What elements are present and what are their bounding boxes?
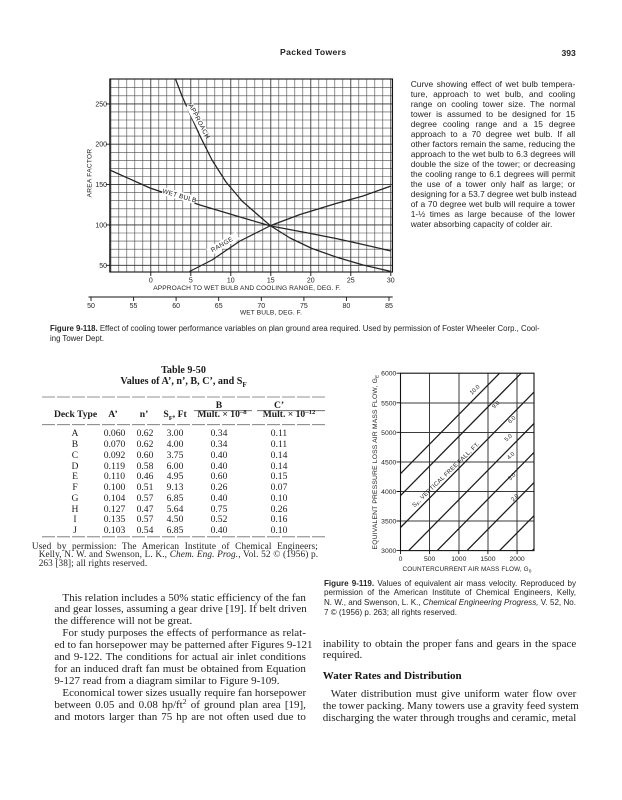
svg-text:75: 75 — [300, 303, 308, 310]
svg-text:4000: 4000 — [381, 489, 396, 496]
svg-text:85: 85 — [385, 303, 393, 310]
svg-text:2000: 2000 — [510, 556, 525, 563]
svg-text:5000: 5000 — [381, 430, 396, 437]
svg-text:60: 60 — [172, 303, 180, 310]
svg-text:1500: 1500 — [480, 556, 495, 563]
svg-text:25: 25 — [347, 278, 355, 285]
svg-text:4.0: 4.0 — [506, 451, 516, 461]
svg-text:50: 50 — [99, 263, 107, 270]
svg-text:80: 80 — [343, 303, 351, 310]
svg-text:200: 200 — [95, 142, 107, 149]
svg-text:3.0: 3.0 — [507, 472, 517, 482]
svg-text:0: 0 — [399, 556, 403, 563]
svg-text:150: 150 — [95, 182, 107, 189]
svg-text:6000: 6000 — [381, 371, 396, 378]
svg-text:5500: 5500 — [381, 400, 396, 407]
svg-text:10: 10 — [227, 278, 235, 285]
svg-text:APPROACH TO WET BULB AND COOLI: APPROACH TO WET BULB AND COOLING RANGE, … — [153, 285, 341, 292]
svg-text:500: 500 — [424, 556, 436, 563]
svg-text:3500: 3500 — [381, 519, 396, 526]
svg-text:70: 70 — [257, 303, 265, 310]
svg-text:1000: 1000 — [451, 556, 466, 563]
svg-text:55: 55 — [130, 303, 138, 310]
svg-text:30: 30 — [387, 278, 395, 285]
svg-text:5: 5 — [189, 278, 193, 285]
svg-text:COUNTERCURRENT AIR MASS FLOW,: COUNTERCURRENT AIR MASS FLOW, G0 — [403, 566, 532, 574]
svg-text:15: 15 — [267, 278, 275, 285]
svg-text:10.0: 10.0 — [469, 384, 481, 396]
svg-text:100: 100 — [95, 222, 107, 229]
svg-text:250: 250 — [95, 101, 107, 108]
svg-text:5.0: 5.0 — [504, 433, 514, 443]
svg-text:WET BULB, DEG. F.: WET BULB, DEG. F. — [240, 310, 302, 317]
svg-text:0: 0 — [149, 278, 153, 285]
svg-text:50: 50 — [87, 303, 95, 310]
svg-text:65: 65 — [215, 303, 223, 310]
svg-text:2.0: 2.0 — [510, 493, 520, 503]
svg-text:AREA FACTOR: AREA FACTOR — [87, 149, 94, 198]
svg-text:6.0: 6.0 — [507, 415, 517, 425]
svg-text:20: 20 — [307, 278, 315, 285]
svg-text:9.0: 9.0 — [491, 400, 501, 410]
svg-text:4500: 4500 — [381, 459, 396, 466]
svg-text:3000: 3000 — [381, 548, 396, 555]
svg-text:EQUIVALENT PRESSURE LOSS AIR M: EQUIVALENT PRESSURE LOSS AIR MASS FLOW, … — [372, 375, 380, 550]
